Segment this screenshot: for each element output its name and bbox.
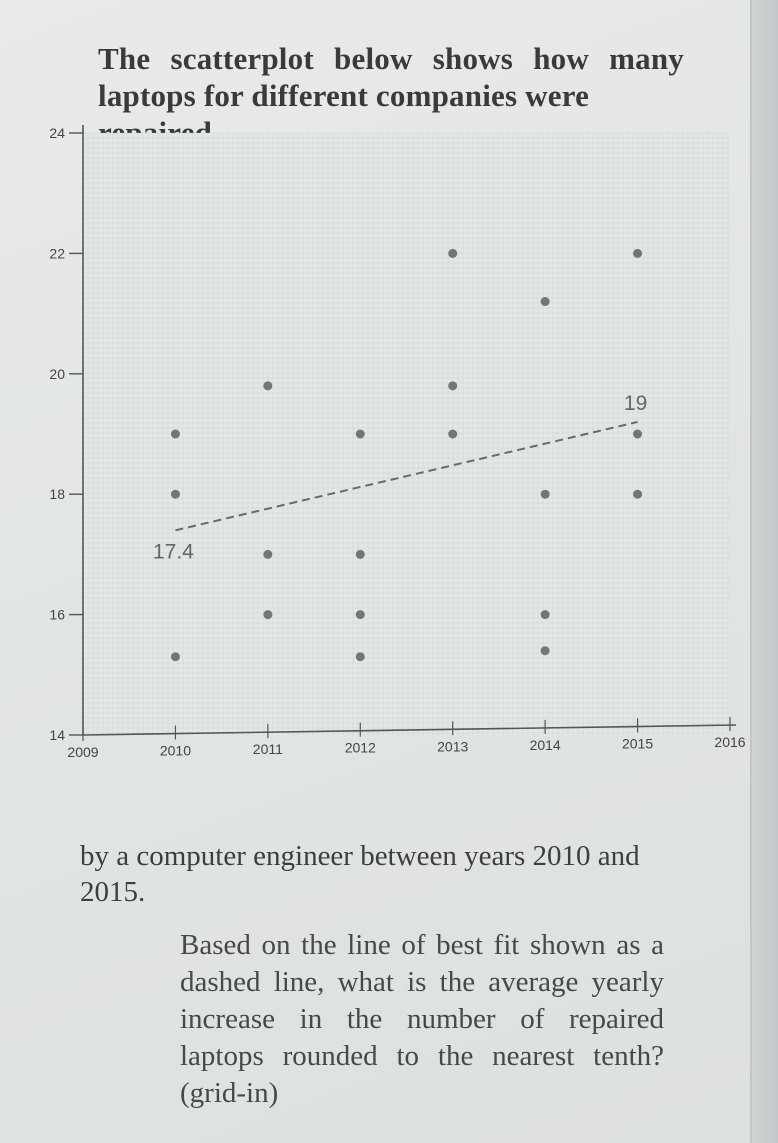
data-point [633, 489, 643, 499]
x-tick-label: 2009 [67, 744, 98, 760]
scatterplot: 14 16 18 20 22 24 2009 2010 2011 2012 2013 2014 2015… [49, 125, 746, 760]
x-tick-label: 2014 [530, 737, 561, 753]
data-point [448, 429, 458, 439]
data-point [540, 646, 550, 656]
data-point [448, 381, 458, 391]
data-point [355, 429, 365, 439]
data-point [540, 610, 550, 620]
x-tick-label: 2010 [160, 743, 191, 759]
y-tick-label: 16 [49, 607, 65, 623]
data-point [263, 610, 273, 620]
data-point [263, 381, 273, 391]
data-point [448, 248, 458, 258]
heading-line-1: The scatterplot below shows how many [98, 41, 684, 76]
data-point [633, 429, 643, 439]
y-tick-label: 18 [49, 486, 65, 502]
question-text: Based on the line of best fit shown as a… [180, 929, 664, 1109]
x-tick-label: 2011 [253, 741, 283, 757]
page-edge [752, 0, 778, 1143]
data-point [633, 248, 643, 258]
y-tick-label: 14 [49, 727, 65, 743]
x-tick-label: 2012 [345, 740, 376, 756]
data-point [170, 429, 180, 439]
heading-line-2: laptops for different companies were rep… [98, 78, 590, 150]
data-point [355, 549, 365, 559]
data-point [540, 489, 550, 499]
data-point [355, 610, 365, 620]
data-point [263, 549, 273, 559]
x-axis [82, 724, 737, 736]
plot-area [83, 133, 730, 735]
data-point [355, 652, 365, 662]
y-tick-label: 20 [49, 366, 65, 382]
description-paragraph: by a computer engineer between years 201… [80, 840, 640, 908]
chart-heading: The scatterplot below shows how many lap… [98, 40, 698, 151]
x-tick-label: 2016 [714, 734, 745, 750]
trend-line [175, 420, 638, 532]
y-tick-label: 22 [49, 245, 65, 261]
data-point [170, 652, 180, 662]
annotation-label: 19 [624, 392, 647, 415]
x-tick-label: 2015 [622, 735, 653, 751]
y-tick-label: 24 [49, 125, 65, 141]
annotation-label: 17.4 [153, 540, 194, 563]
data-point [540, 297, 550, 307]
x-tick-label: 2013 [437, 738, 468, 754]
data-point [170, 489, 180, 499]
